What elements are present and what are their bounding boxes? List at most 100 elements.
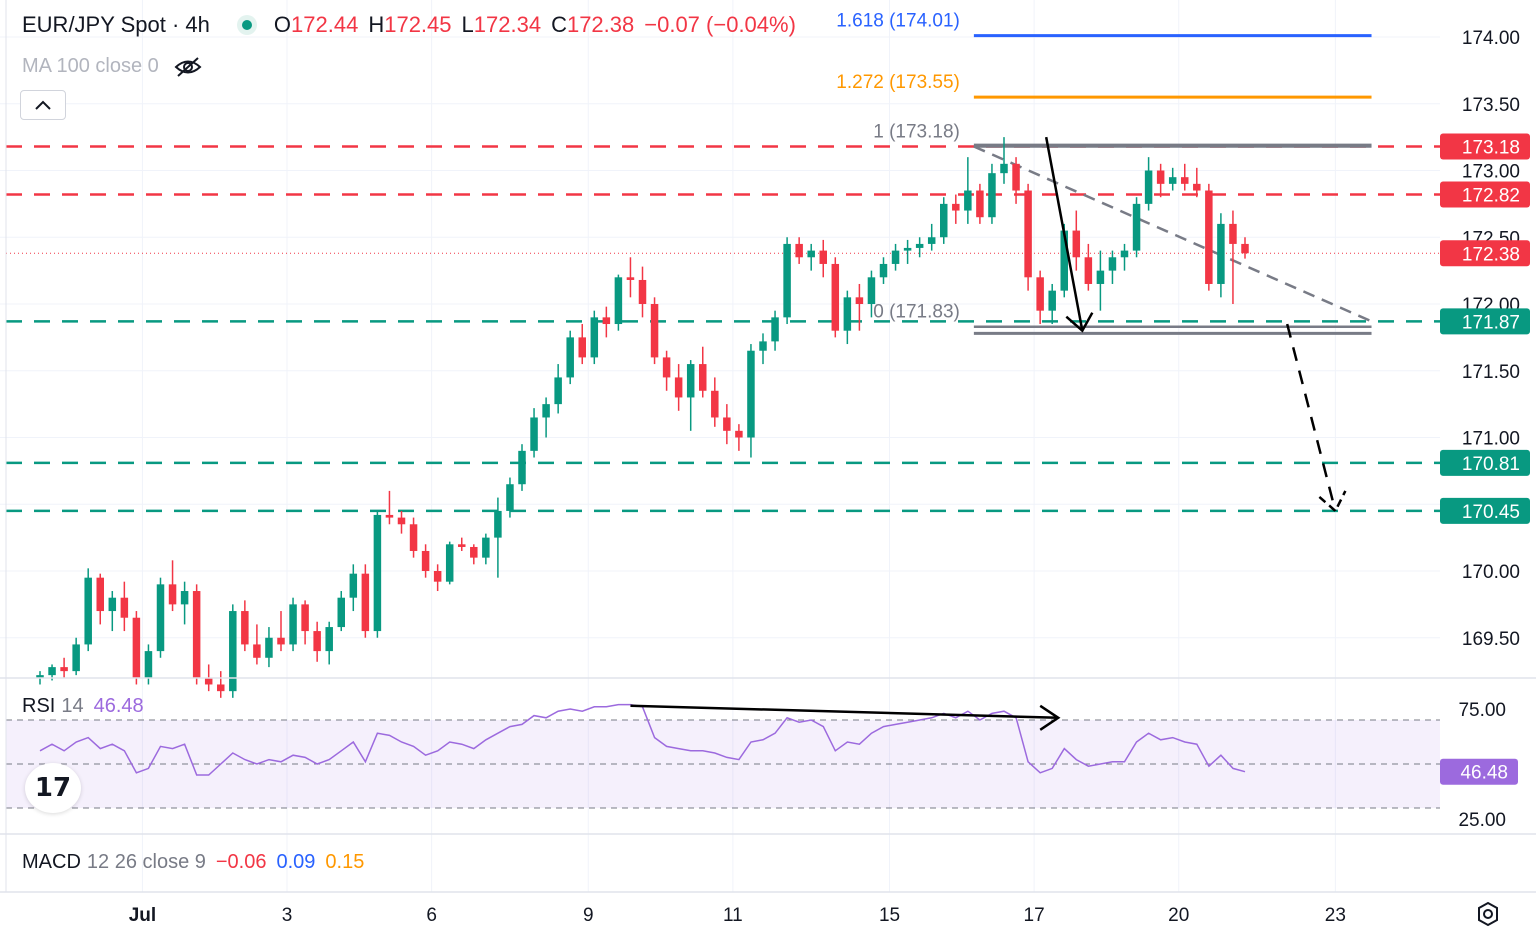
fib-level-label: 0 (171.83) — [873, 302, 960, 323]
high-value: 172.45 — [384, 12, 452, 37]
candle-body — [578, 337, 586, 358]
candle-body — [747, 350, 755, 438]
candle-body — [458, 544, 466, 547]
price-tick-label: 173.00 — [1462, 162, 1520, 183]
candle-body — [84, 577, 92, 645]
eye-crossed-icon[interactable] — [173, 56, 203, 78]
candle-body — [217, 684, 225, 692]
candle-body — [867, 277, 876, 304]
ma-legend[interactable]: MA 100 close 0 — [22, 55, 203, 78]
candle-body — [36, 675, 44, 678]
tradingview-logo-icon[interactable]: 17 — [25, 763, 81, 813]
candle-body — [1217, 223, 1225, 284]
rsi-badge — [1440, 758, 1518, 785]
candle-body — [470, 546, 478, 558]
price-badge — [1440, 497, 1530, 524]
candle-body — [807, 250, 815, 258]
time-tick-label: 23 — [1325, 905, 1346, 926]
candle-body — [711, 390, 719, 418]
price-badge-label: 172.82 — [1462, 186, 1520, 207]
projection-arrow-line — [1285, 323, 1337, 512]
gear-icon[interactable] — [1474, 900, 1502, 928]
candle-body — [1241, 243, 1249, 254]
close-label: C — [551, 12, 567, 37]
candle-body — [662, 357, 671, 378]
candle-body — [903, 247, 912, 251]
candle-body — [602, 317, 611, 325]
price-tick-label: 171.00 — [1462, 429, 1520, 450]
price-tick-label: 174.00 — [1462, 28, 1520, 49]
candle-body — [156, 584, 165, 652]
price-badges: 173.18 172.82 171.87 170.81 170.45 172.38 46.4… — [1440, 133, 1530, 785]
candle-body — [421, 550, 430, 571]
price-badge — [1440, 449, 1530, 476]
projection-arrows — [1044, 136, 1347, 513]
candle-body — [1060, 230, 1068, 291]
macd-value-signal: 0.09 — [276, 851, 316, 873]
candle-body — [1084, 257, 1093, 284]
rsi-legend[interactable]: RSI 14 46.48 — [22, 695, 144, 718]
candle-body — [783, 243, 791, 318]
candle-body — [1036, 277, 1044, 311]
price-axis[interactable]: 174.00173.50173.00172.50172.00171.50171.… — [1462, 28, 1520, 650]
candle-body — [1048, 290, 1056, 311]
drop-arrow-line — [1044, 136, 1084, 331]
candle-body — [1193, 183, 1201, 191]
candle-body — [409, 524, 418, 551]
candle-body — [590, 317, 599, 358]
fib-level-label: 1.272 (173.55) — [836, 72, 960, 93]
rsi-value: 46.48 — [93, 695, 144, 717]
candle-body — [337, 597, 345, 628]
candle-body — [542, 404, 550, 418]
time-tick-label: Jul — [129, 905, 156, 926]
horizontal-levels — [6, 145, 1440, 513]
candle-body — [976, 190, 984, 218]
candle-body — [759, 341, 767, 351]
candle-body — [1096, 270, 1105, 284]
candle-body — [674, 377, 683, 398]
close-value: 172.38 — [566, 12, 635, 37]
candle-body — [699, 364, 707, 391]
time-axis[interactable]: Jul 3 6 9 11 15 17 20 23 — [129, 905, 1346, 926]
time-tick-label: 17 — [1024, 905, 1045, 926]
price-tick-label: 170.00 — [1462, 562, 1520, 583]
candle-body — [566, 337, 574, 378]
fibonacci-extension: 1.618 (174.01) 1.272 (173.55) 1 (173.18) 0 … — [836, 11, 1372, 328]
candle-body — [638, 279, 647, 304]
low-value: 172.34 — [473, 12, 542, 37]
candle-body — [313, 631, 321, 652]
collapse-legend-button[interactable] — [20, 90, 66, 120]
time-tick-label: 3 — [282, 905, 293, 926]
candle-body — [626, 277, 635, 280]
rsi-divergence-head — [1039, 704, 1061, 731]
fib-level-label: 1 (173.18) — [873, 121, 960, 142]
projection-arrow-head — [1318, 490, 1347, 513]
symbol-title[interactable]: EUR/JPY Spot · 4h — [22, 12, 210, 37]
candle-body — [795, 243, 803, 258]
candle-body — [1132, 203, 1141, 251]
price-tick-label: 171.50 — [1462, 362, 1520, 383]
price-badge — [1440, 133, 1530, 160]
candle-body — [96, 577, 104, 612]
rsi-axis[interactable]: 75.00 25.00 — [1458, 700, 1506, 831]
price-tick-label: 169.50 — [1462, 629, 1520, 650]
candle-body — [301, 604, 309, 632]
candle-body — [964, 190, 972, 211]
rsi-divergence-line — [630, 704, 1059, 720]
candle-body — [518, 450, 526, 485]
candle-body — [482, 537, 490, 558]
price-badge-label: 170.81 — [1462, 454, 1520, 475]
candle-body — [686, 364, 695, 398]
candle-body — [494, 510, 502, 538]
candle-body — [144, 651, 153, 678]
candle-body — [445, 544, 454, 582]
price-badge — [1440, 308, 1530, 335]
candle-body — [1024, 190, 1032, 278]
macd-legend[interactable]: MACD 12 26 close 9 −0.06 0.09 0.15 — [22, 851, 364, 874]
candle-body — [1168, 177, 1177, 184]
macd-value-line: −0.06 — [215, 851, 267, 873]
candle-body — [1108, 257, 1117, 271]
time-tick-label: 15 — [879, 905, 900, 926]
candle-body — [1012, 163, 1020, 191]
